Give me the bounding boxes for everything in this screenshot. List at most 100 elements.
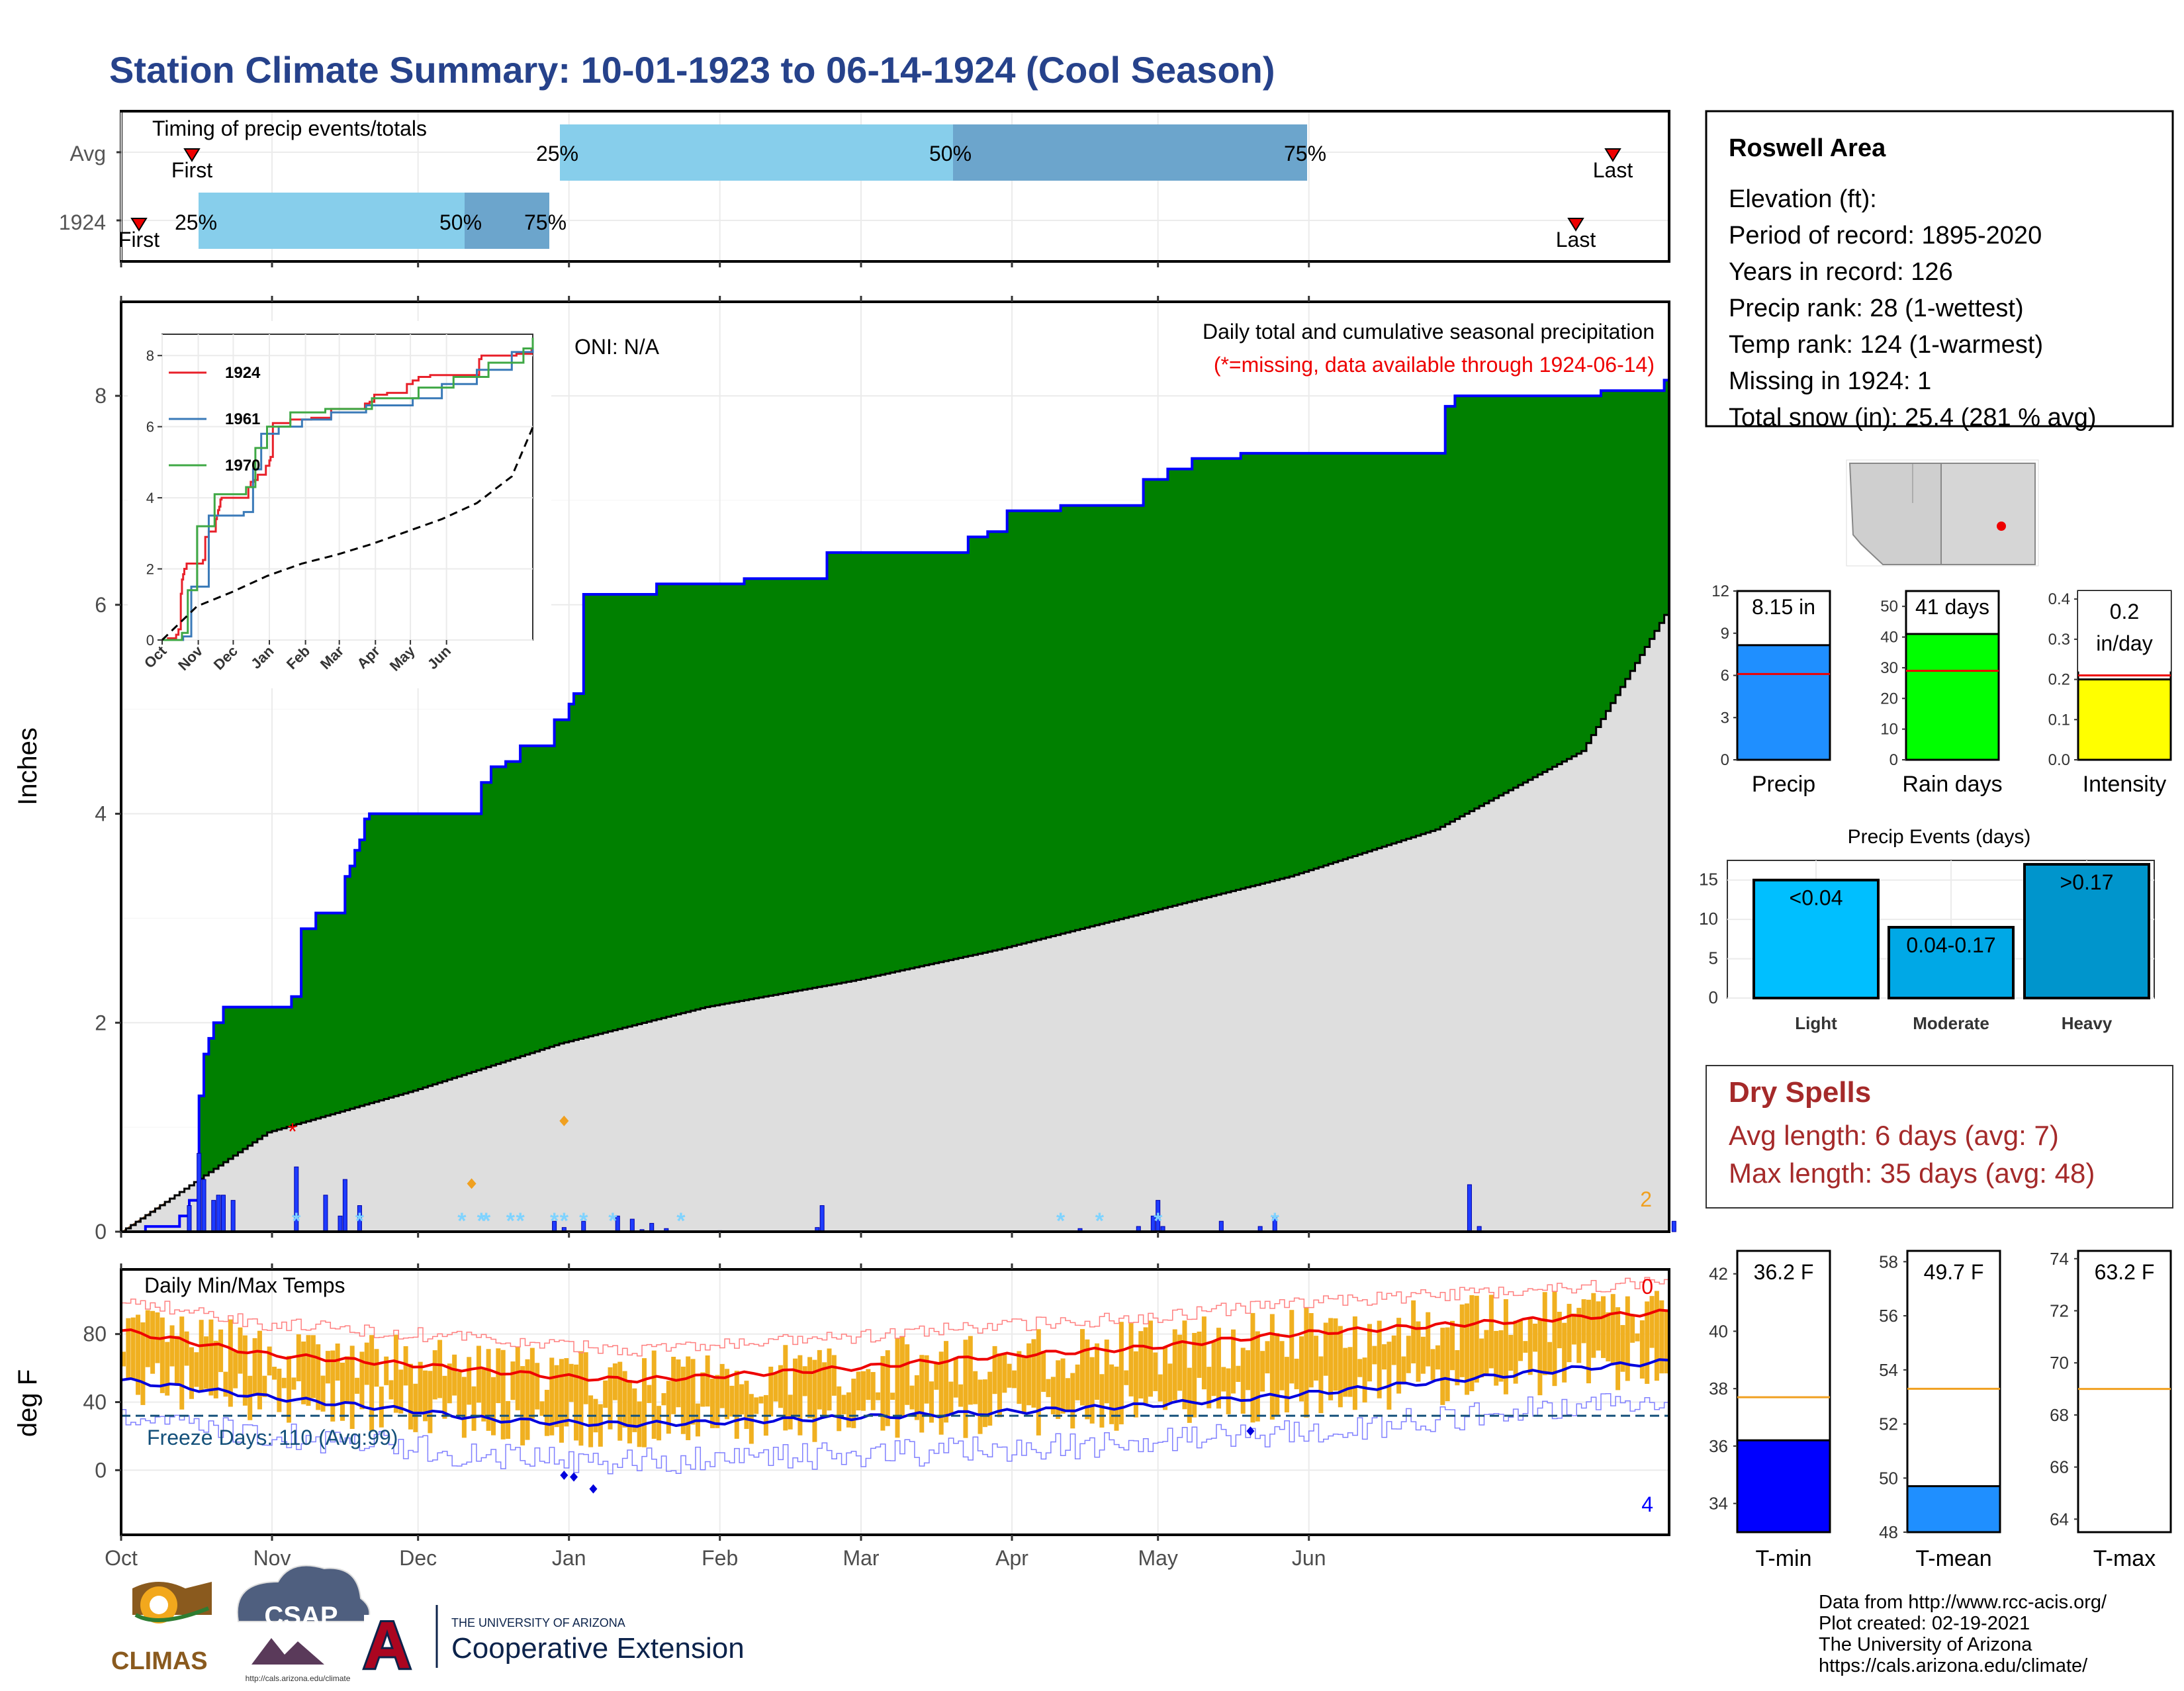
daily-temp-bar (369, 1335, 375, 1431)
daily-temp-bar (330, 1350, 336, 1422)
daily-precip-bar (629, 1218, 635, 1232)
events-tick-label: 10 (1699, 909, 1718, 929)
daily-temp-bar (1133, 1351, 1138, 1418)
daily-temp-bar (520, 1366, 525, 1445)
snow-marker: * (477, 1209, 486, 1234)
daily-temp-bar (277, 1368, 282, 1412)
daily-temp-bar (349, 1346, 355, 1429)
snow-marker: * (482, 1209, 491, 1234)
daily-temp-bar (647, 1385, 652, 1403)
daily-temp-bar (165, 1342, 170, 1396)
daily-temp-bar (827, 1348, 832, 1411)
daily-temp-bar (880, 1355, 886, 1431)
avg-p50-label: 50% (929, 142, 972, 165)
daily-temp-bar (486, 1349, 491, 1431)
daily-temp-bar (1547, 1342, 1553, 1375)
daily-temp-bar (403, 1346, 408, 1386)
month-label: Dec (399, 1546, 437, 1570)
daily-precip-bar (342, 1179, 347, 1232)
daily-temp-bar (1080, 1329, 1085, 1406)
daily-temp-bar (1060, 1358, 1066, 1414)
events-tick-label: 5 (1709, 948, 1718, 968)
daily-temp-bar (452, 1354, 457, 1396)
daily-temp-bar (140, 1322, 146, 1405)
daily-temp-bar (1017, 1351, 1022, 1404)
average-cumulative-line (121, 607, 1670, 1233)
daily-temp-bar (393, 1334, 398, 1413)
precip-tick-label: 0 (1721, 751, 1729, 769)
daily-temp-bar (729, 1385, 735, 1417)
month-label: Nov (253, 1546, 291, 1570)
daily-temp-bar (866, 1369, 871, 1400)
daily-temp-bar (1567, 1304, 1572, 1363)
daily-temp-bar (793, 1358, 798, 1418)
daily-temp-bar (1148, 1320, 1153, 1397)
daily-temp-bar (1479, 1338, 1484, 1378)
temp-summary-category-label: T-mean (1915, 1546, 1991, 1571)
snow-marker: * (1271, 1209, 1280, 1234)
daily-temp-bar (1163, 1346, 1168, 1410)
daily-temp-bar (559, 1359, 564, 1443)
timing-row-avg-label: Avg (69, 142, 106, 165)
daily-temp-bar (476, 1346, 481, 1403)
daily-temp-bar (944, 1341, 949, 1423)
inset-legend-label: 1970 (225, 457, 260, 475)
daily-temp-bar (384, 1356, 389, 1385)
daily-temp-bar (1216, 1328, 1221, 1409)
daily-temp-bar (603, 1380, 608, 1408)
snow-marker: * (1095, 1209, 1105, 1234)
record-low-marker (560, 1471, 569, 1481)
daily-temp-bar (812, 1359, 817, 1442)
daily-temp-bar (807, 1357, 813, 1418)
daily-temp-bar (1177, 1334, 1183, 1391)
daily-temp-bar (797, 1355, 803, 1436)
max-daily-marker (559, 1115, 569, 1126)
precip-caption: Daily total and cumulative seasonal prec… (1203, 320, 1655, 343)
inset-average-line (161, 427, 534, 641)
daily-temp-bar (1571, 1313, 1576, 1345)
precip-bar (1736, 644, 1831, 761)
inset-line-1970 (162, 338, 534, 641)
daily-precip-bar (201, 1179, 206, 1232)
daily-temp-bar (734, 1371, 739, 1439)
daily-temp-bar (822, 1362, 827, 1415)
daily-temp-bar (982, 1379, 987, 1428)
daily-temp-bar (1362, 1357, 1367, 1403)
daily-temp-bar (310, 1335, 316, 1398)
daily-temp-bar (1596, 1301, 1601, 1351)
daily-temp-bar (506, 1400, 511, 1439)
daily-temp-bar (1070, 1373, 1075, 1429)
daily-temp-bar (725, 1369, 730, 1420)
freeze-days-text: Freeze Days: 110 (Avg:99) (147, 1426, 398, 1449)
temp-summary-tick-label: 36 (1709, 1436, 1728, 1456)
daily-temp-bar (500, 1349, 506, 1440)
daily-precip-bar (1218, 1220, 1224, 1232)
daily-temp-bar (1056, 1360, 1061, 1420)
temp-summary-tick-label: 74 (2050, 1249, 2069, 1269)
temp-summary-value-label: 49.7 F (1924, 1260, 1984, 1284)
snow-marker: * (1154, 1209, 1163, 1234)
station-line-period: Period of record: 1895-2020 (1729, 222, 2042, 250)
snow-marker: * (1056, 1209, 1066, 1234)
daily-temp-bar (938, 1351, 944, 1435)
daily-temp-bar (316, 1344, 321, 1410)
daily-temp-bar (1314, 1336, 1319, 1381)
daily-temp-bar (666, 1381, 671, 1434)
daily-temp-bar (1012, 1370, 1017, 1389)
temp-summary-tick-label: 70 (2050, 1353, 2069, 1373)
daily-temp-bar (1474, 1295, 1479, 1383)
daily-temp-bar (1459, 1304, 1465, 1377)
daily-temp-bar (1347, 1347, 1353, 1397)
daily-temp-bar (1635, 1333, 1640, 1342)
daily-temp-bar (359, 1351, 365, 1410)
daily-temp-bar (890, 1393, 895, 1400)
avg-50-75-bar (953, 124, 1307, 181)
daily-temp-bar (837, 1386, 842, 1432)
daily-temp-bar (281, 1377, 287, 1389)
daily-temp-bar (1430, 1349, 1435, 1381)
events-category-label: Moderate (1913, 1013, 1989, 1033)
daily-temp-bar (919, 1355, 925, 1433)
daily-temp-bar (262, 1375, 267, 1397)
daily-temp-bar (700, 1372, 705, 1407)
